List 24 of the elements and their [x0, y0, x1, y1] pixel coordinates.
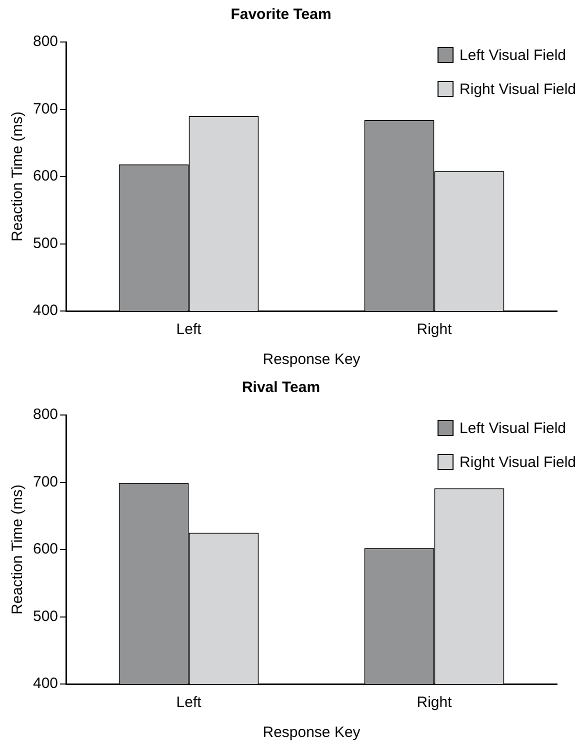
legend-label: Left Visual Field [460, 420, 566, 438]
x-tick-label: Left [176, 694, 202, 712]
chart-title: Rival Team [242, 379, 320, 396]
y-axis-title: Reaction Time (ms) [9, 484, 26, 615]
y-tick-label: 400 [32, 302, 58, 320]
chart-title: Favorite Team [230, 6, 332, 24]
y-tick-label: 400 [32, 675, 58, 692]
legend-label: Left Visual Field [460, 47, 566, 64]
y-tick-label: 500 [32, 608, 58, 625]
legend-label: Right Visual Field [460, 454, 576, 472]
y-tick-label: 700 [32, 100, 58, 118]
x-axis-title: Response Key [262, 724, 361, 742]
y-axis-title: Reaction Time (ms) [9, 111, 26, 242]
x-tick-label: Left [176, 321, 202, 338]
y-tick-label: 600 [32, 540, 58, 558]
y-tick-label: 600 [32, 168, 58, 185]
y-tick-label: 700 [32, 473, 58, 490]
y-tick-label: 500 [32, 234, 58, 252]
legend-label: Right Visual Field [460, 81, 576, 98]
x-tick-label: Right [416, 694, 453, 712]
x-tick-label: Right [416, 321, 453, 338]
y-tick-label: 800 [32, 33, 58, 50]
y-tick-label: 800 [32, 406, 58, 424]
x-axis-title: Response Key [262, 351, 361, 368]
